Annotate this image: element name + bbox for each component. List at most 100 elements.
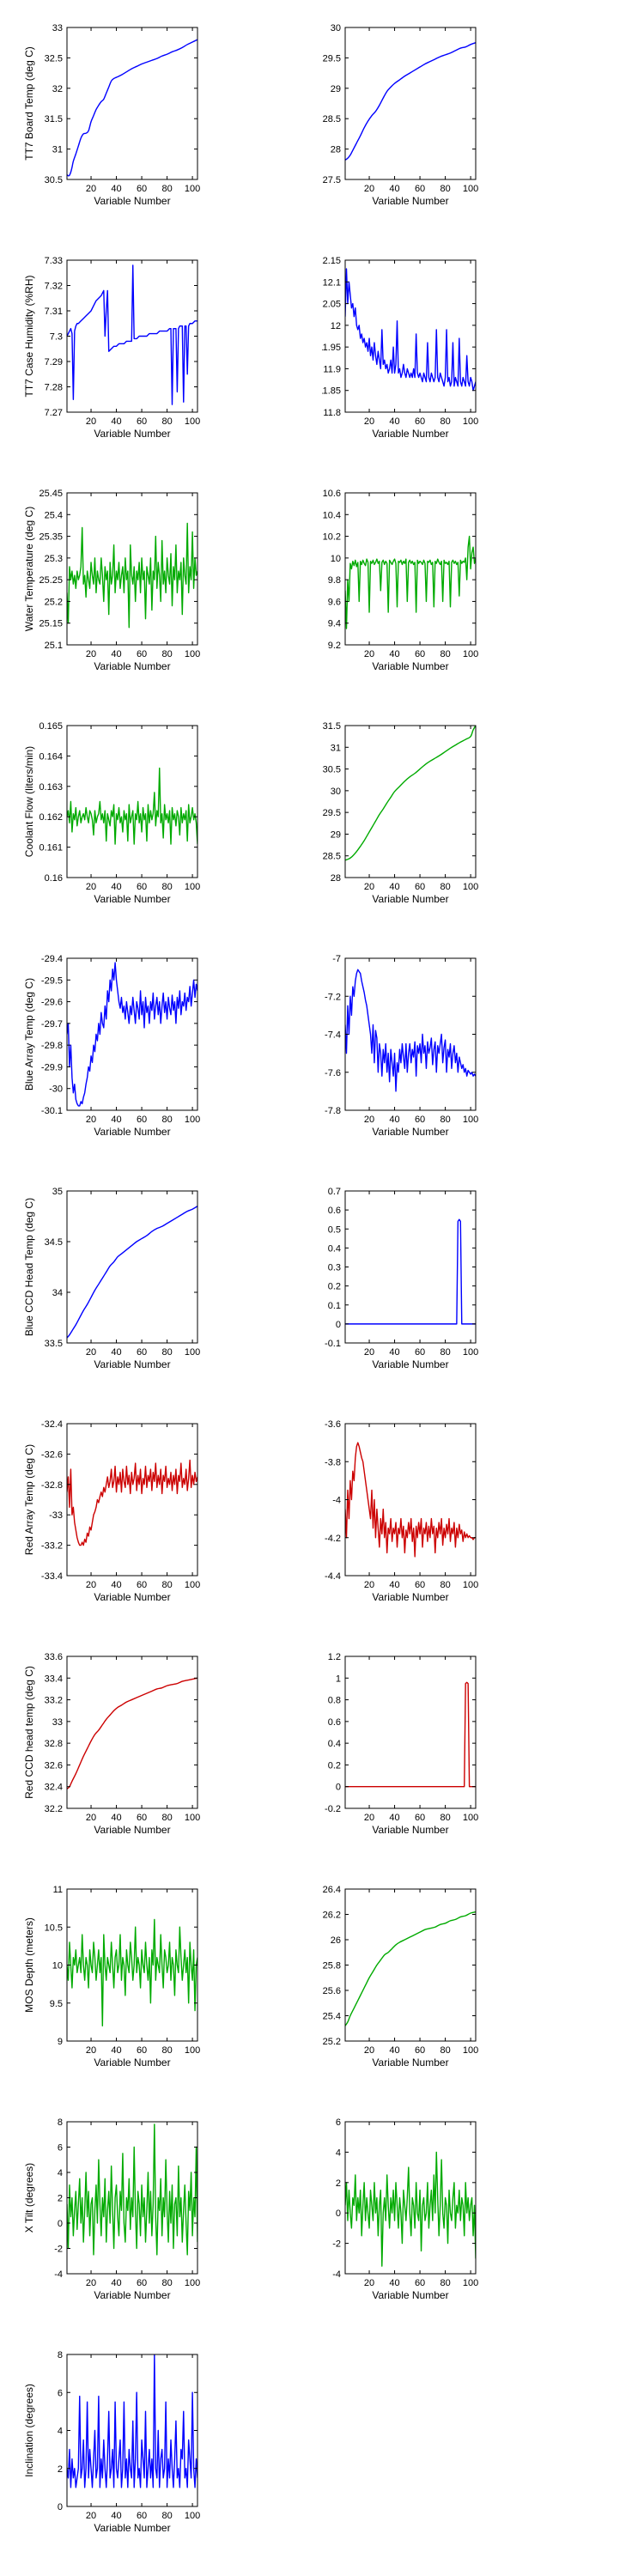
x-tick-label: 100 — [185, 1115, 200, 1125]
chart-7: 0.16 0.161 0.162 0.163 0.164 0.165 20 40 60 80 100… — [23, 721, 200, 905]
x-tick-label: 40 — [389, 1580, 399, 1590]
x-tick-label: 40 — [111, 649, 121, 659]
y-axis-label: Red Array Temp (deg C) — [23, 1444, 35, 1555]
y-tick-label: 10 — [52, 1961, 63, 1971]
y-tick-label: -4.2 — [325, 1534, 341, 1544]
x-axis-label: Variable Number — [94, 660, 170, 672]
series-line — [67, 1459, 197, 1546]
x-tick-label: 40 — [389, 2045, 399, 2056]
plot-frame — [344, 1423, 477, 1577]
x-tick-label: 80 — [440, 1813, 450, 1823]
chart-21: 0 2 4 6 8 20 40 60 80 100 Variable Number Inclinati… — [23, 2350, 200, 2534]
x-tick-label: 60 — [415, 882, 425, 892]
x-tick-label: 100 — [185, 1813, 200, 1823]
x-tick-label: 20 — [86, 1813, 96, 1823]
x-tick-label: 60 — [137, 1813, 147, 1823]
plot-frame — [66, 27, 198, 180]
x-tick-label: 80 — [440, 416, 450, 427]
x-tick-label: 80 — [161, 1347, 172, 1358]
x-tick-label: 20 — [86, 882, 96, 892]
x-tick-label: 100 — [185, 2045, 200, 2056]
x-tick-label: 60 — [137, 416, 147, 427]
y-tick-label: 33 — [52, 23, 63, 33]
x-tick-label: 60 — [137, 184, 147, 194]
y-tick-label: -33 — [49, 1510, 63, 1521]
chart-1: 30.5 31 31.5 32 32.5 33 20 40 60 80 100 Variable Nu… — [23, 23, 200, 207]
chart-10: -7.8 -7.6 -7.4 -7.2 -7 20 40 60 80 100 Variable Nu… — [325, 954, 478, 1138]
x-axis-label: Variable Number — [372, 660, 448, 672]
plot-frame — [344, 2121, 477, 2275]
x-axis-label: Variable Number — [372, 2057, 448, 2069]
series-line — [67, 1206, 197, 1339]
x-axis-label: Variable Number — [94, 1358, 170, 1370]
series-line — [345, 1911, 476, 2026]
y-tick-label: -7 — [332, 954, 341, 964]
chart-4: 11.8 11.85 11.9 11.95 12 12.05 12.1 12.15 20 40 60… — [322, 256, 478, 440]
y-tick-label: 34 — [52, 1288, 63, 1298]
x-tick-label: 40 — [111, 1813, 121, 1823]
x-tick-label: 40 — [389, 2278, 399, 2288]
x-tick-label: 60 — [415, 2045, 425, 2056]
x-tick-label: 20 — [86, 2278, 96, 2288]
y-tick-label: 11.8 — [323, 408, 341, 418]
x-tick-label: 80 — [440, 2278, 450, 2288]
x-tick-label: 20 — [86, 2511, 96, 2521]
x-tick-label: 100 — [463, 649, 478, 659]
y-tick-label: 1 — [336, 1674, 341, 1684]
y-tick-label: -2 — [332, 2239, 341, 2250]
x-tick-label: 60 — [415, 1580, 425, 1590]
y-tick-label: -29.6 — [41, 998, 63, 1008]
y-tick-label: 25.1 — [45, 641, 63, 651]
y-tick-label: 0 — [58, 2219, 63, 2229]
y-tick-label: 2 — [336, 2178, 341, 2189]
series-line — [67, 522, 197, 629]
y-tick-label: 30 — [331, 787, 341, 797]
chart-2: 27.5 28 28.5 29 29.5 30 20 40 60 80 100 Variable Nu… — [323, 23, 479, 207]
y-tick-label: 25.35 — [39, 532, 63, 543]
chart-17: 9 9.5 10 10.5 11 20 40 60 80 100 Variable Number MO… — [23, 1885, 200, 2069]
chart-8: 28 28.5 29 29.5 30 30.5 31 31.5 20 40 60 80 100 Varia… — [323, 721, 479, 905]
x-tick-label: 20 — [364, 416, 374, 427]
y-tick-label: -29.9 — [41, 1062, 63, 1072]
y-tick-label: -7.8 — [325, 1106, 341, 1116]
plot-frame — [344, 27, 477, 180]
y-tick-label: 26 — [331, 1935, 341, 1946]
y-tick-label: 0.2 — [328, 1760, 341, 1771]
y-tick-label: -29.4 — [41, 954, 63, 964]
y-tick-label: -4 — [54, 2269, 63, 2280]
x-tick-label: 80 — [440, 882, 450, 892]
x-tick-label: 40 — [389, 1813, 399, 1823]
x-tick-label: 40 — [389, 649, 399, 659]
y-tick-label: 30 — [331, 23, 341, 33]
y-tick-label: -33.2 — [41, 1541, 63, 1552]
x-tick-label: 20 — [364, 1813, 374, 1823]
x-tick-label: 100 — [185, 184, 200, 194]
y-tick-label: 7.33 — [45, 256, 63, 266]
y-tick-label: 8 — [58, 2350, 63, 2360]
x-tick-label: 80 — [161, 2278, 172, 2288]
y-tick-label: 28 — [331, 873, 341, 884]
x-tick-label: 40 — [111, 2045, 121, 2056]
y-tick-label: 26.4 — [323, 1885, 341, 1895]
chart-15: 32.2 32.4 32.6 32.8 33 33.2 33.4 33.6 20 40 60 80 10… — [23, 1652, 200, 1836]
y-tick-label: 25.2 — [323, 2037, 341, 2047]
y-tick-label: -4.4 — [325, 1571, 341, 1582]
y-tick-label: -3.6 — [325, 1419, 341, 1430]
y-tick-label: 34.5 — [45, 1237, 63, 1248]
x-tick-label: 60 — [137, 2511, 147, 2521]
x-tick-label: 60 — [415, 1347, 425, 1358]
series-line — [67, 1677, 197, 1789]
y-tick-label: 25.8 — [323, 1961, 341, 1971]
plot-frame — [344, 259, 477, 413]
x-tick-label: 100 — [185, 882, 200, 892]
y-tick-label: 11.9 — [323, 364, 341, 374]
y-tick-label: 12 — [331, 321, 341, 331]
y-tick-label: -7.4 — [325, 1030, 341, 1041]
x-tick-label: 60 — [415, 416, 425, 427]
x-tick-label: 100 — [185, 2511, 200, 2521]
chart-13: -33.4 -33.2 -33 -32.8 -32.6 -32.4 20 40 60 80 100 V… — [23, 1419, 200, 1603]
x-tick-label: 20 — [364, 2045, 374, 2056]
y-tick-label: 6 — [58, 2388, 63, 2398]
y-tick-label: 0.7 — [328, 1187, 341, 1197]
